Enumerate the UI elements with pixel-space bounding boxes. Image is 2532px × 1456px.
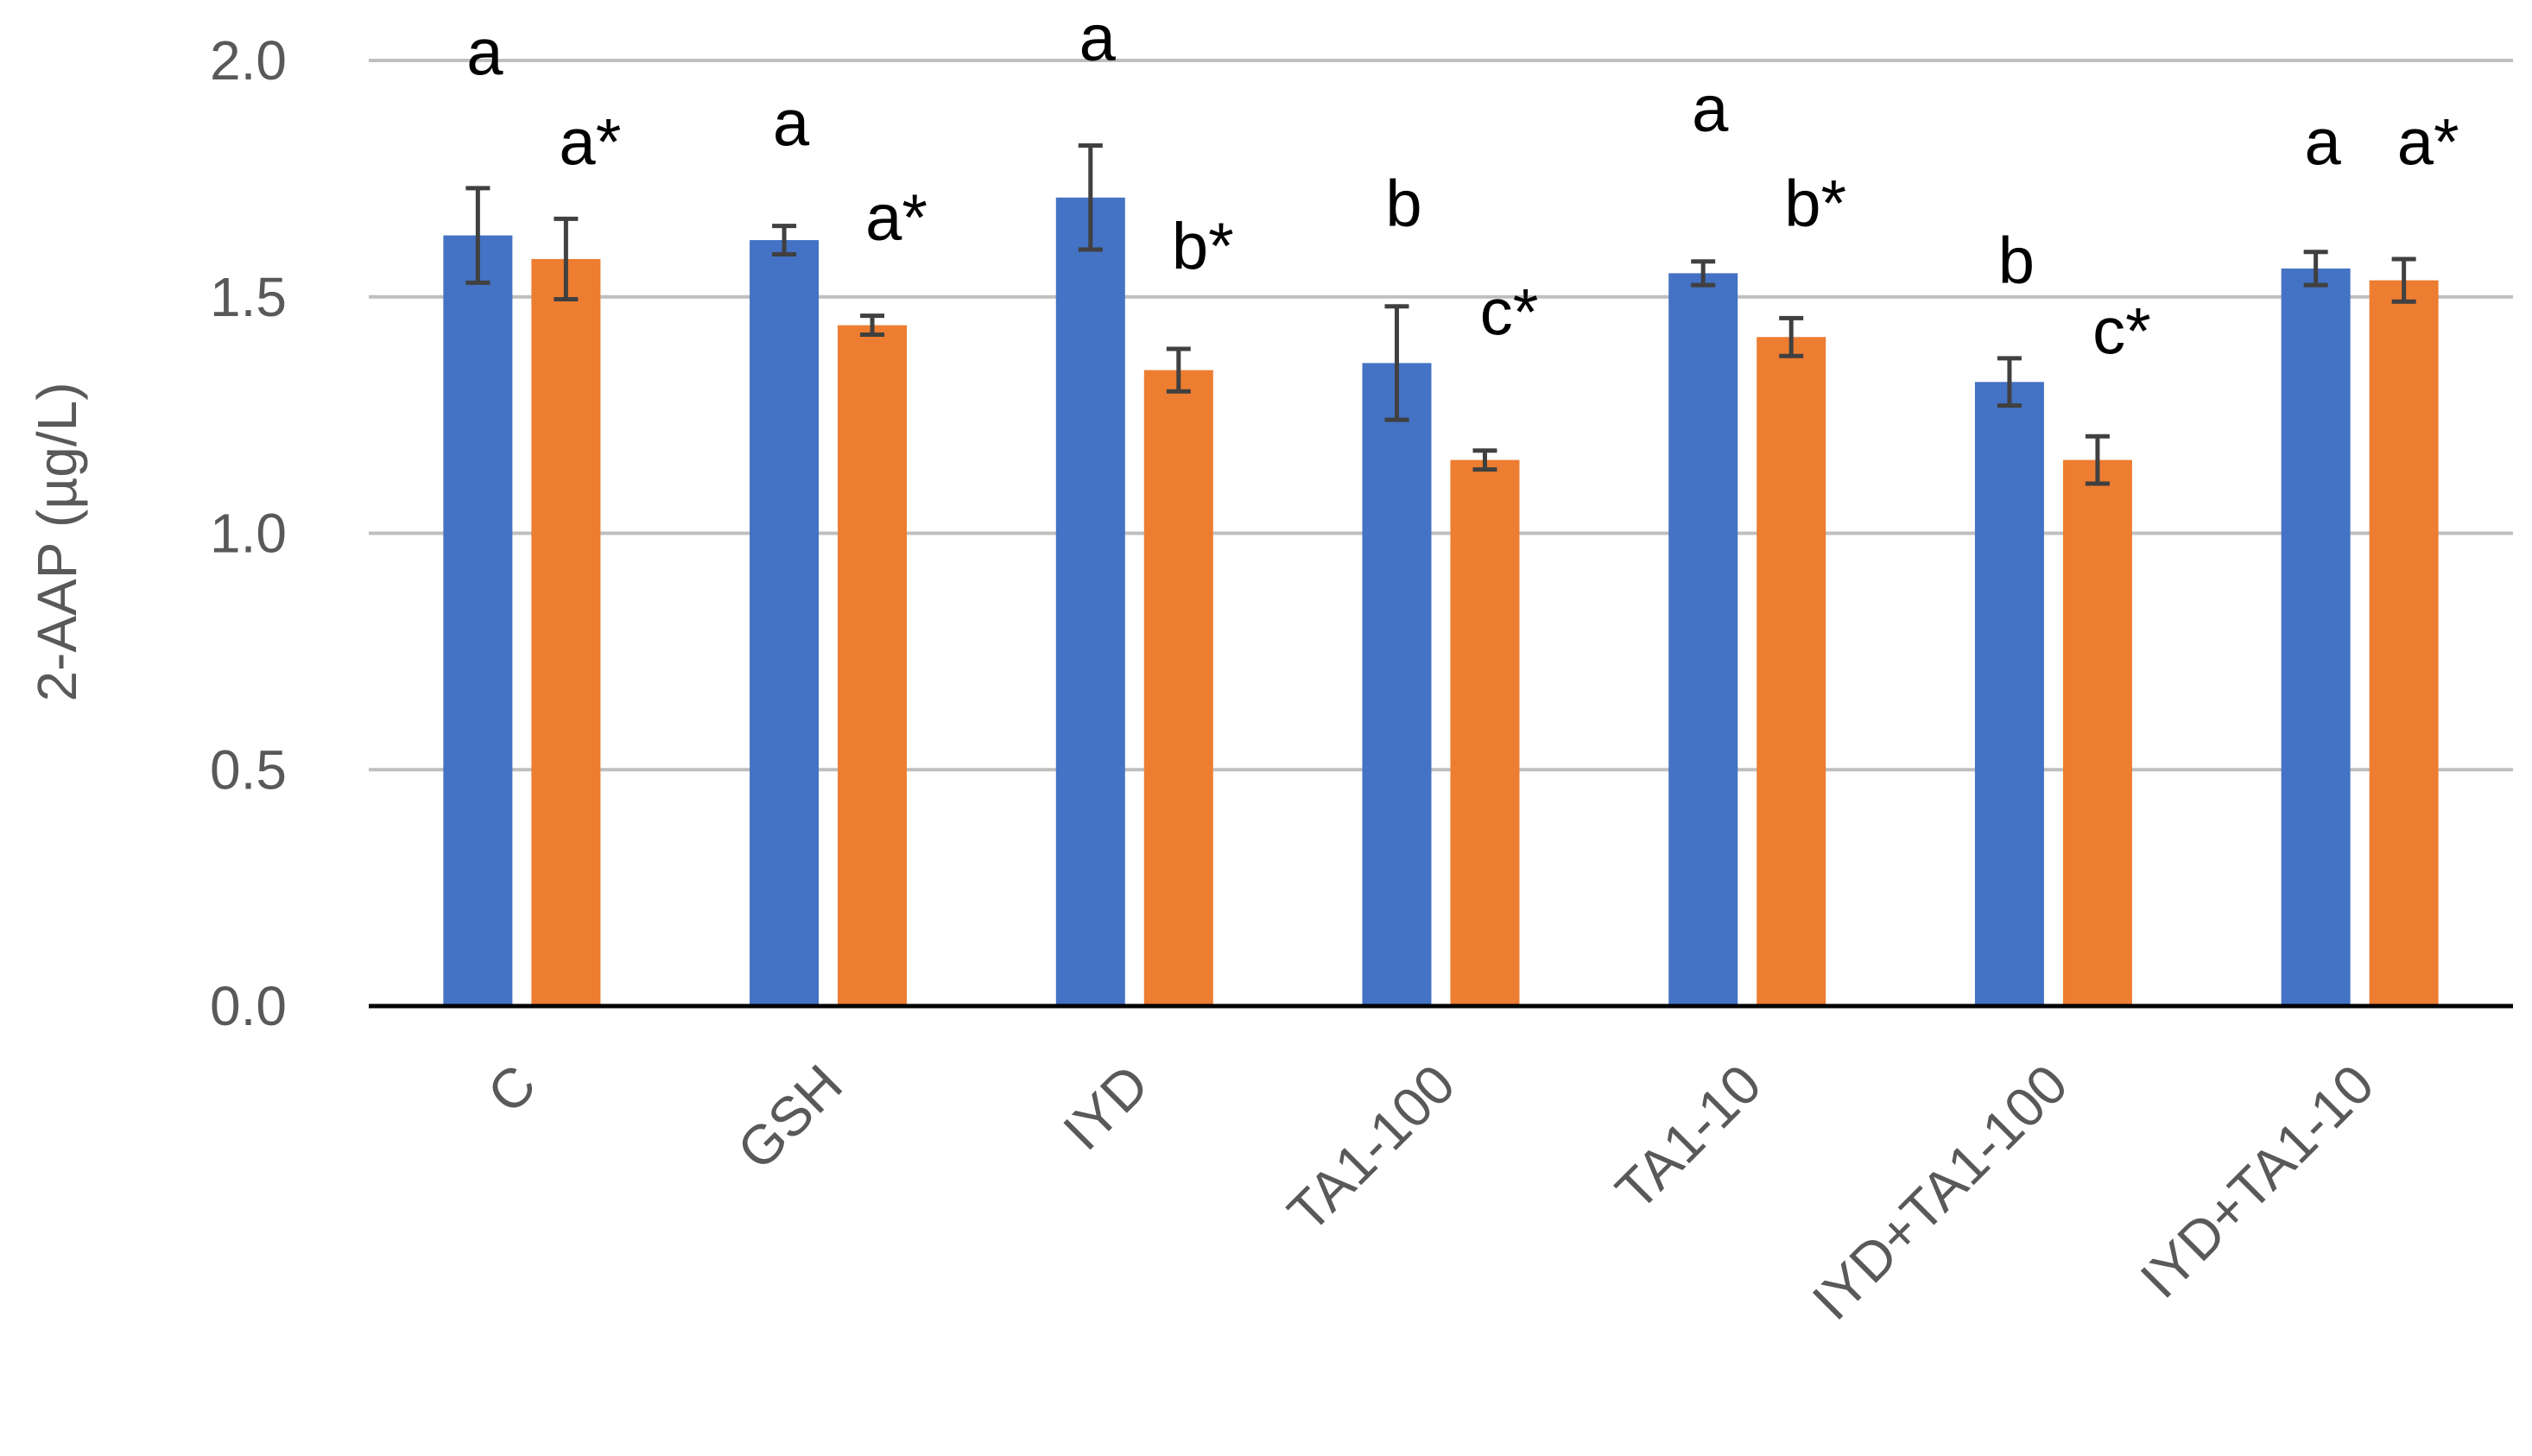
bar-series2 xyxy=(531,258,601,1006)
significance-label: b xyxy=(1385,168,1421,241)
y-axis-title: 2-AAP (µg/L) xyxy=(26,382,88,701)
y-tick-label: 2.0 xyxy=(210,29,287,92)
significance-label: a xyxy=(2305,105,2342,179)
bar-series1 xyxy=(1362,363,1432,1006)
category-label: GSH xyxy=(725,1053,854,1181)
bar-series2 xyxy=(2369,280,2439,1006)
significance-label: c* xyxy=(2092,294,2151,368)
significance-label: a xyxy=(466,16,503,89)
significance-label: a xyxy=(773,87,810,161)
bar-series1 xyxy=(1668,273,1738,1006)
y-tick-label: 0.5 xyxy=(210,738,287,801)
y-tick-label: 0.0 xyxy=(210,975,287,1037)
bar-series2 xyxy=(838,325,908,1007)
bar-series2 xyxy=(1757,337,1826,1007)
category-labels: C GSH IYD TA1-100 TA1-10 IYD+TA1-100 IYD+TA1-1… xyxy=(476,1053,2386,1332)
significance-labels: a a* a a* a b* b c* a b* b c* a a* xyxy=(466,2,2459,368)
error-bars xyxy=(465,143,2416,486)
category-label: IYD+TA1-10 xyxy=(2129,1053,2386,1310)
significance-label: a xyxy=(1079,2,1117,75)
category-label: IYD xyxy=(1051,1053,1160,1162)
category-label: TA1-100 xyxy=(1275,1053,1466,1244)
category-label: C xyxy=(476,1053,548,1125)
bar-series1 xyxy=(1974,382,2044,1006)
gridlines xyxy=(369,59,2513,772)
significance-label: a* xyxy=(2397,105,2459,179)
significance-label: b* xyxy=(1784,168,1846,241)
y-tick-label: 1.0 xyxy=(210,503,287,565)
bar-series2 xyxy=(2062,459,2132,1006)
category-label: IYD+TA1-100 xyxy=(1801,1053,2079,1332)
significance-label: a xyxy=(1692,73,1729,146)
category-label: TA1-10 xyxy=(1604,1053,1773,1222)
significance-label: a* xyxy=(559,105,621,179)
bar-series2 xyxy=(1143,370,1213,1006)
significance-label: c* xyxy=(1480,276,1539,350)
bar-series1 xyxy=(750,240,820,1006)
bar-series2 xyxy=(1450,459,1520,1006)
bars xyxy=(443,197,2439,1007)
bar-series1 xyxy=(2281,268,2351,1006)
bar-series1 xyxy=(443,235,513,1006)
significance-label: b xyxy=(1998,224,2035,297)
bar-series1 xyxy=(1055,197,1125,1006)
y-axis-ticks: 0.0 0.5 1.0 1.5 2.0 xyxy=(210,29,287,1037)
significance-label: a* xyxy=(865,181,927,255)
y-tick-label: 1.5 xyxy=(210,266,287,328)
significance-label: b* xyxy=(1172,210,1234,283)
